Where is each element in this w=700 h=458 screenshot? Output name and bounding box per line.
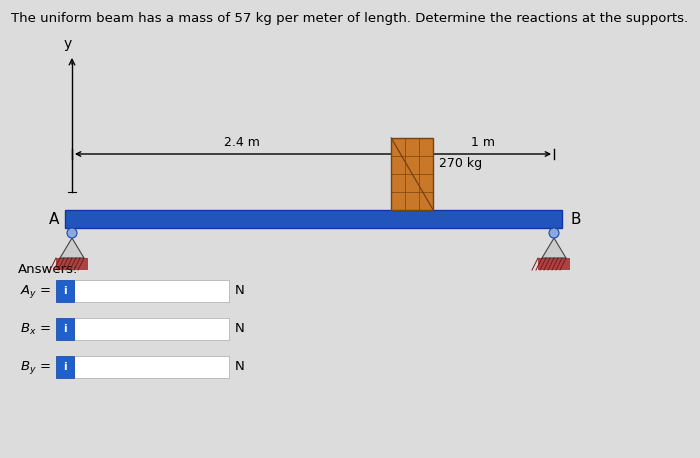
Text: A: A <box>48 212 59 227</box>
Polygon shape <box>60 238 84 258</box>
Text: N: N <box>235 284 245 298</box>
Text: 270 kg: 270 kg <box>439 157 482 170</box>
Bar <box>74 318 229 340</box>
Circle shape <box>549 228 559 238</box>
Bar <box>56 318 74 340</box>
Text: $A_y$ =: $A_y$ = <box>20 283 51 300</box>
Bar <box>538 258 570 270</box>
Circle shape <box>67 228 77 238</box>
Text: $B_y$ =: $B_y$ = <box>20 359 51 376</box>
Text: 1 m: 1 m <box>471 136 495 149</box>
Text: i: i <box>63 362 66 372</box>
Bar <box>56 258 88 270</box>
Text: The uniform beam has a mass of 57 kg per meter of length. Determine the reaction: The uniform beam has a mass of 57 kg per… <box>11 12 689 25</box>
Text: i: i <box>63 324 66 334</box>
Text: N: N <box>235 360 245 374</box>
Bar <box>391 138 433 210</box>
Text: Answers:: Answers: <box>18 263 78 276</box>
Text: 2.4 m: 2.4 m <box>224 136 260 149</box>
Text: B: B <box>570 212 580 227</box>
Bar <box>65 210 562 228</box>
Bar <box>74 280 229 302</box>
Bar <box>56 356 74 378</box>
Bar <box>56 280 74 302</box>
Text: $B_x$ =: $B_x$ = <box>20 322 51 337</box>
Text: y: y <box>64 37 72 51</box>
Text: i: i <box>63 286 66 296</box>
Polygon shape <box>542 238 566 258</box>
Bar <box>74 356 229 378</box>
Text: N: N <box>235 322 245 336</box>
